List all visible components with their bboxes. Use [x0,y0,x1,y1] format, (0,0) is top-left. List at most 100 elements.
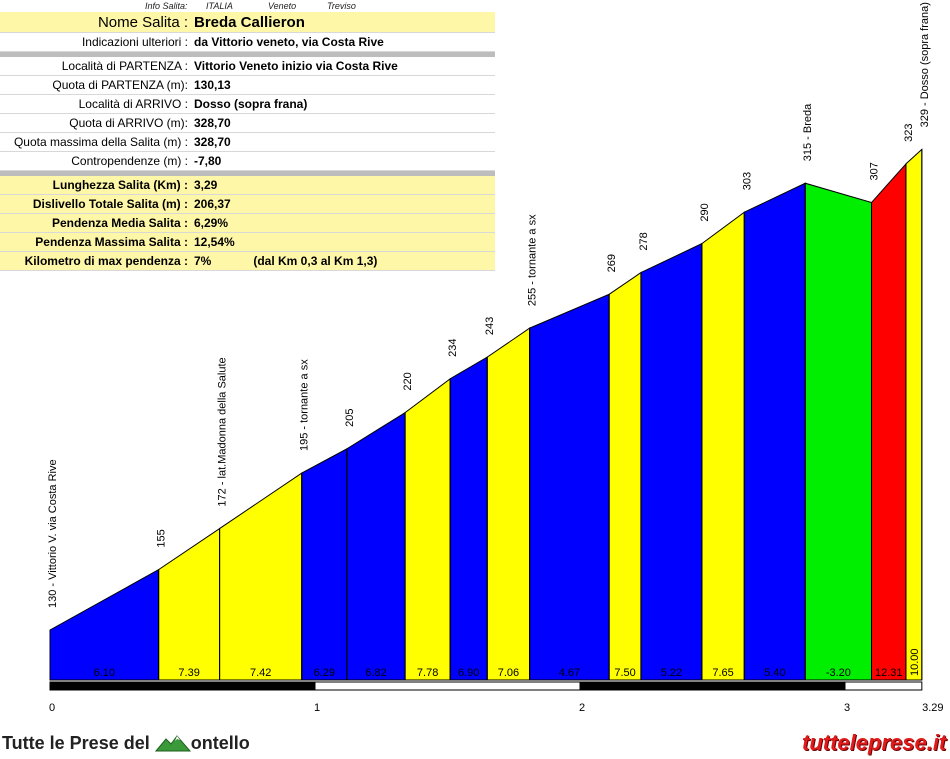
grade-label: 7.06 [498,667,519,679]
info-separator [0,170,495,176]
info-value: 328,70 [191,132,495,152]
info-value: Vittorio Veneto inizio via Costa Rive [191,57,495,76]
brand-logo: Tutte le Prese del ontello [2,733,250,754]
info-label: Località di PARTENZA : [0,57,191,76]
km-scale-bar [49,681,923,691]
altitude-label: 205 [344,409,356,427]
x-tick-label: 1 [314,702,320,714]
profile-segment-4 [346,411,406,681]
altitude-label: 130 - Vittorio V. via Costa Rive [47,459,59,608]
info-label: Contropendenze (m) : [0,151,191,171]
site-watermark: tutteleprese.it [802,730,947,755]
grade-label: 6.29 [314,667,335,679]
info-value: 130,13 [191,75,495,95]
brand-text-tail: ontello [190,733,250,753]
profile-segments [49,148,923,681]
x-tick-labels: 0 1 2 3 3.29 [49,702,944,714]
altitude-label: 234 [447,338,459,356]
x-tick-label: 3 [844,702,850,714]
info-value: 12,54% [191,232,495,252]
info-strip-country: ITALIA [206,1,233,11]
info-row-end-alt: Quota di ARRIVO (m): 328,70 [0,113,495,133]
info-value-text: 7% [194,254,212,268]
profile-segment-3 [301,448,348,681]
x-tick-label: 3.29 [922,702,943,714]
info-strip: Info Salita: ITALIA Veneto Treviso [0,0,495,12]
info-value: 328,70 [191,113,495,133]
profile-segment-7 [486,327,531,681]
info-separator [0,51,495,57]
profile-segment-15 [905,148,923,681]
grade-label: 7.65 [712,667,733,679]
grade-label: 10.00 [909,648,921,676]
info-value: 3,29 [191,176,495,195]
info-row-length: Lunghezza Salita (Km) : 3,29 [0,176,495,195]
km-bar-segment [49,681,316,691]
profile-segment-1 [158,527,221,681]
profile-segment-9 [608,271,642,681]
altitude-label: 269 [606,254,618,272]
info-row-end-place: Località di ARRIVO : Dosso (sopra frana) [0,94,495,114]
profile-segment-12 [743,182,806,681]
profile-segment-14 [871,162,907,681]
km-bar-segment [844,681,923,691]
grade-label: 6.82 [365,667,386,679]
grade-label: 5.40 [764,667,785,679]
info-row-avg-grade: Pendenza Media Salita : 6,29% [0,213,495,233]
info-label: Pendenza Media Salita : [0,213,191,233]
altitude-label: 303 [741,172,753,190]
info-row-max-alt: Quota massima della Salita (m) : 328,70 [0,132,495,152]
altitude-label: 195 - tornante a sx [299,359,311,451]
info-row-notes: Indicazioni ulteriori : da Vittorio vene… [0,32,495,52]
info-row-max-grade-km: Kilometro di max pendenza : 7% (dal Km 0,… [0,251,495,271]
km-bar-segment [579,681,846,691]
altitude-label: 155 [156,529,168,547]
brand-text: Tutte le Prese del [2,733,150,753]
altitude-label: 172 - lat.Madonna della Salute [217,357,229,506]
info-label: Quota di ARRIVO (m): [0,113,191,133]
altitude-label: 220 [402,372,414,390]
info-value: 6,29% [191,213,495,233]
profile-segment-dividers [158,149,923,680]
grade-labels: 6.10 7.39 7.42 6.29 6.82 7.78 6.90 7.06 4.67 7.50… [94,648,921,679]
info-value: Dosso (sopra frana) [191,94,495,114]
info-label: Lunghezza Salita (Km) : [0,176,191,195]
altitude-label: 315 - Breda [802,103,814,161]
info-label: Kilometro di max pendenza : [0,251,191,271]
info-value: -7,80 [191,151,495,171]
altitude-label: 278 [638,232,650,250]
info-label: Quota di PARTENZA (m): [0,75,191,95]
grade-label: 7.78 [417,667,438,679]
profile-segment-8 [529,293,610,681]
km-bar-segment [314,681,581,691]
info-value: 7% (dal Km 0,3 al Km 1,3) [191,251,495,271]
grade-label: 6.10 [94,667,115,679]
info-strip-region: Veneto [268,1,297,11]
grade-label: 6.90 [458,667,479,679]
info-label: Località di ARRIVO : [0,94,191,114]
profile-segment-10 [640,242,703,681]
altitude-label: 290 [699,203,711,221]
grade-label: 5.22 [661,667,682,679]
info-row-start-alt: Quota di PARTENZA (m): 130,13 [0,75,495,95]
altitude-label: 329 - Dosso (sopra frana) [919,2,931,127]
info-row-max-grade: Pendenza Massima Salita : 12,54% [0,232,495,252]
altitude-label: 323 [903,124,915,142]
profile-segment-13 [804,182,872,681]
profile-segment-6 [449,356,488,681]
info-label: Dislivello Totale Salita (m) : [0,194,191,214]
info-value-note: (dal Km 0,3 al Km 1,3) [253,254,378,268]
info-value: Breda Callieron [191,12,495,33]
profile-segment-5 [404,377,451,681]
grade-label: 7.39 [178,667,199,679]
grade-label: 12.31 [875,667,903,679]
altitude-label: 307 [869,162,881,180]
info-value: 206,37 [191,194,495,214]
altitude-labels: 130 - Vittorio V. via Costa Rive 155 172 -… [47,2,931,608]
info-label: Nome Salita : [0,12,191,33]
altitude-label: 255 - tornante a sx [527,214,539,306]
info-label: Pendenza Massima Salita : [0,232,191,252]
climb-info-table: Nome Salita : Breda Callieron Indicazion… [0,12,495,271]
info-strip-label: Info Salita: [145,1,188,11]
